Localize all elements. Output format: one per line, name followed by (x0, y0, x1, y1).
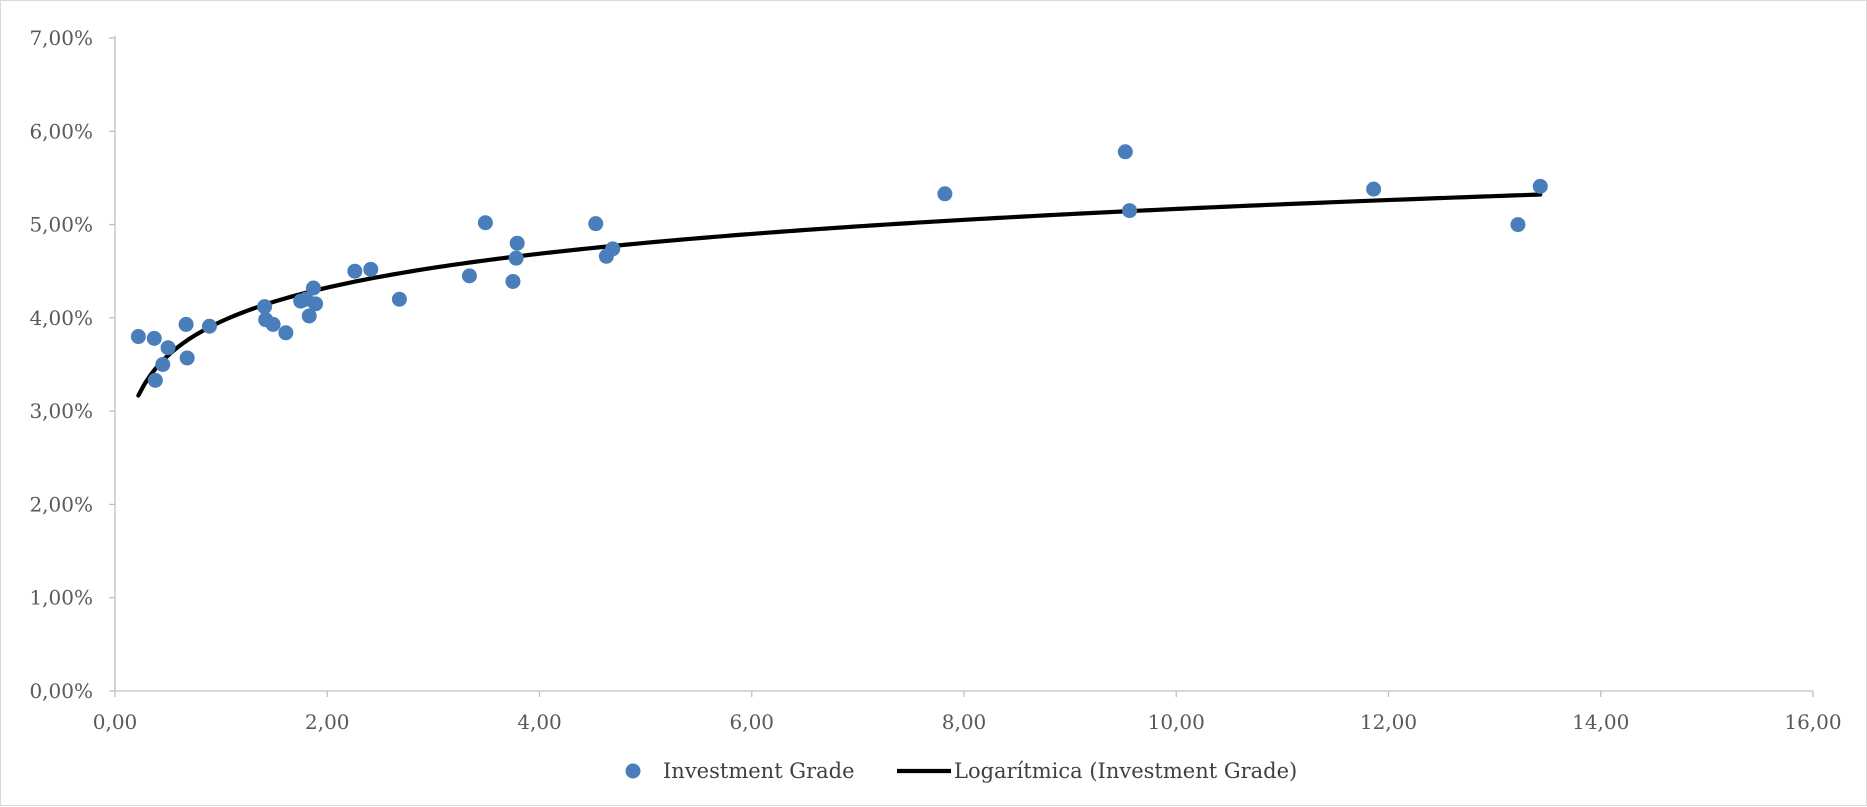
x-tick-label: 0,00 (93, 710, 138, 734)
legend-marker-scatter (625, 763, 641, 779)
scatter-point (201, 318, 217, 334)
scatter-point (265, 316, 281, 332)
scatter-point (1532, 178, 1548, 194)
legend: Investment Grade Logarítmica (Investment … (625, 759, 1297, 783)
y-tick-label: 3,00% (29, 399, 93, 423)
scatter-point (477, 215, 493, 231)
axes (109, 36, 1814, 697)
legend-label-scatter: Investment Grade (663, 759, 855, 783)
scatter-point (308, 296, 324, 312)
scatter-point (178, 316, 194, 332)
x-tick-label: 16,00 (1784, 710, 1841, 734)
trendline-layer (136, 192, 1543, 398)
scatter-point (937, 186, 953, 202)
scatter-point (147, 372, 163, 388)
scatter-point (257, 299, 273, 315)
scatter-point (1510, 217, 1526, 233)
scatter-point (509, 235, 525, 251)
y-tick-label: 5,00% (29, 213, 93, 237)
scatter-point (278, 325, 294, 341)
scatter-point (508, 250, 524, 266)
x-tick-label: 12,00 (1360, 710, 1417, 734)
scatter-point (363, 261, 379, 277)
scatter-point (1117, 144, 1133, 160)
scatter-point (1366, 181, 1382, 197)
scatter-point (179, 350, 195, 366)
scatter-point (605, 241, 621, 257)
legend-label-trendline: Logarítmica (Investment Grade) (954, 759, 1297, 783)
x-tick-label: 8,00 (942, 710, 987, 734)
x-tick-label: 14,00 (1572, 710, 1629, 734)
y-tick-label: 2,00% (29, 492, 93, 516)
y-tick-label: 0,00% (29, 679, 93, 703)
data-points (130, 144, 1548, 388)
scatter-point (1122, 203, 1138, 219)
y-tick-label: 6,00% (29, 119, 93, 143)
scatter-point (305, 280, 321, 296)
scatter-point (505, 273, 521, 289)
y-tick-label: 4,00% (29, 306, 93, 330)
y-tick-label: 1,00% (29, 586, 93, 610)
scatter-point (155, 357, 171, 372)
scatter-point (391, 291, 407, 307)
x-tick-label: 4,00 (517, 710, 562, 734)
scatter-point (461, 268, 477, 284)
scatter-point (347, 263, 363, 279)
tick-labels: 0,00 2,00 4,00 6,00 8,00 10,00 12,00 14,00 16,00… (29, 26, 1841, 734)
x-tick-label: 2,00 (305, 710, 350, 734)
x-tick-label: 10,00 (1148, 710, 1205, 734)
y-tick-label: 7,00% (29, 26, 93, 50)
x-tick-label: 6,00 (729, 710, 774, 734)
scatter-point (301, 308, 317, 324)
scatter-point (588, 216, 604, 232)
scatter-point (146, 330, 162, 346)
log-trendline (136, 192, 1543, 398)
scatter-point (160, 340, 176, 356)
scatter-point (130, 329, 146, 345)
